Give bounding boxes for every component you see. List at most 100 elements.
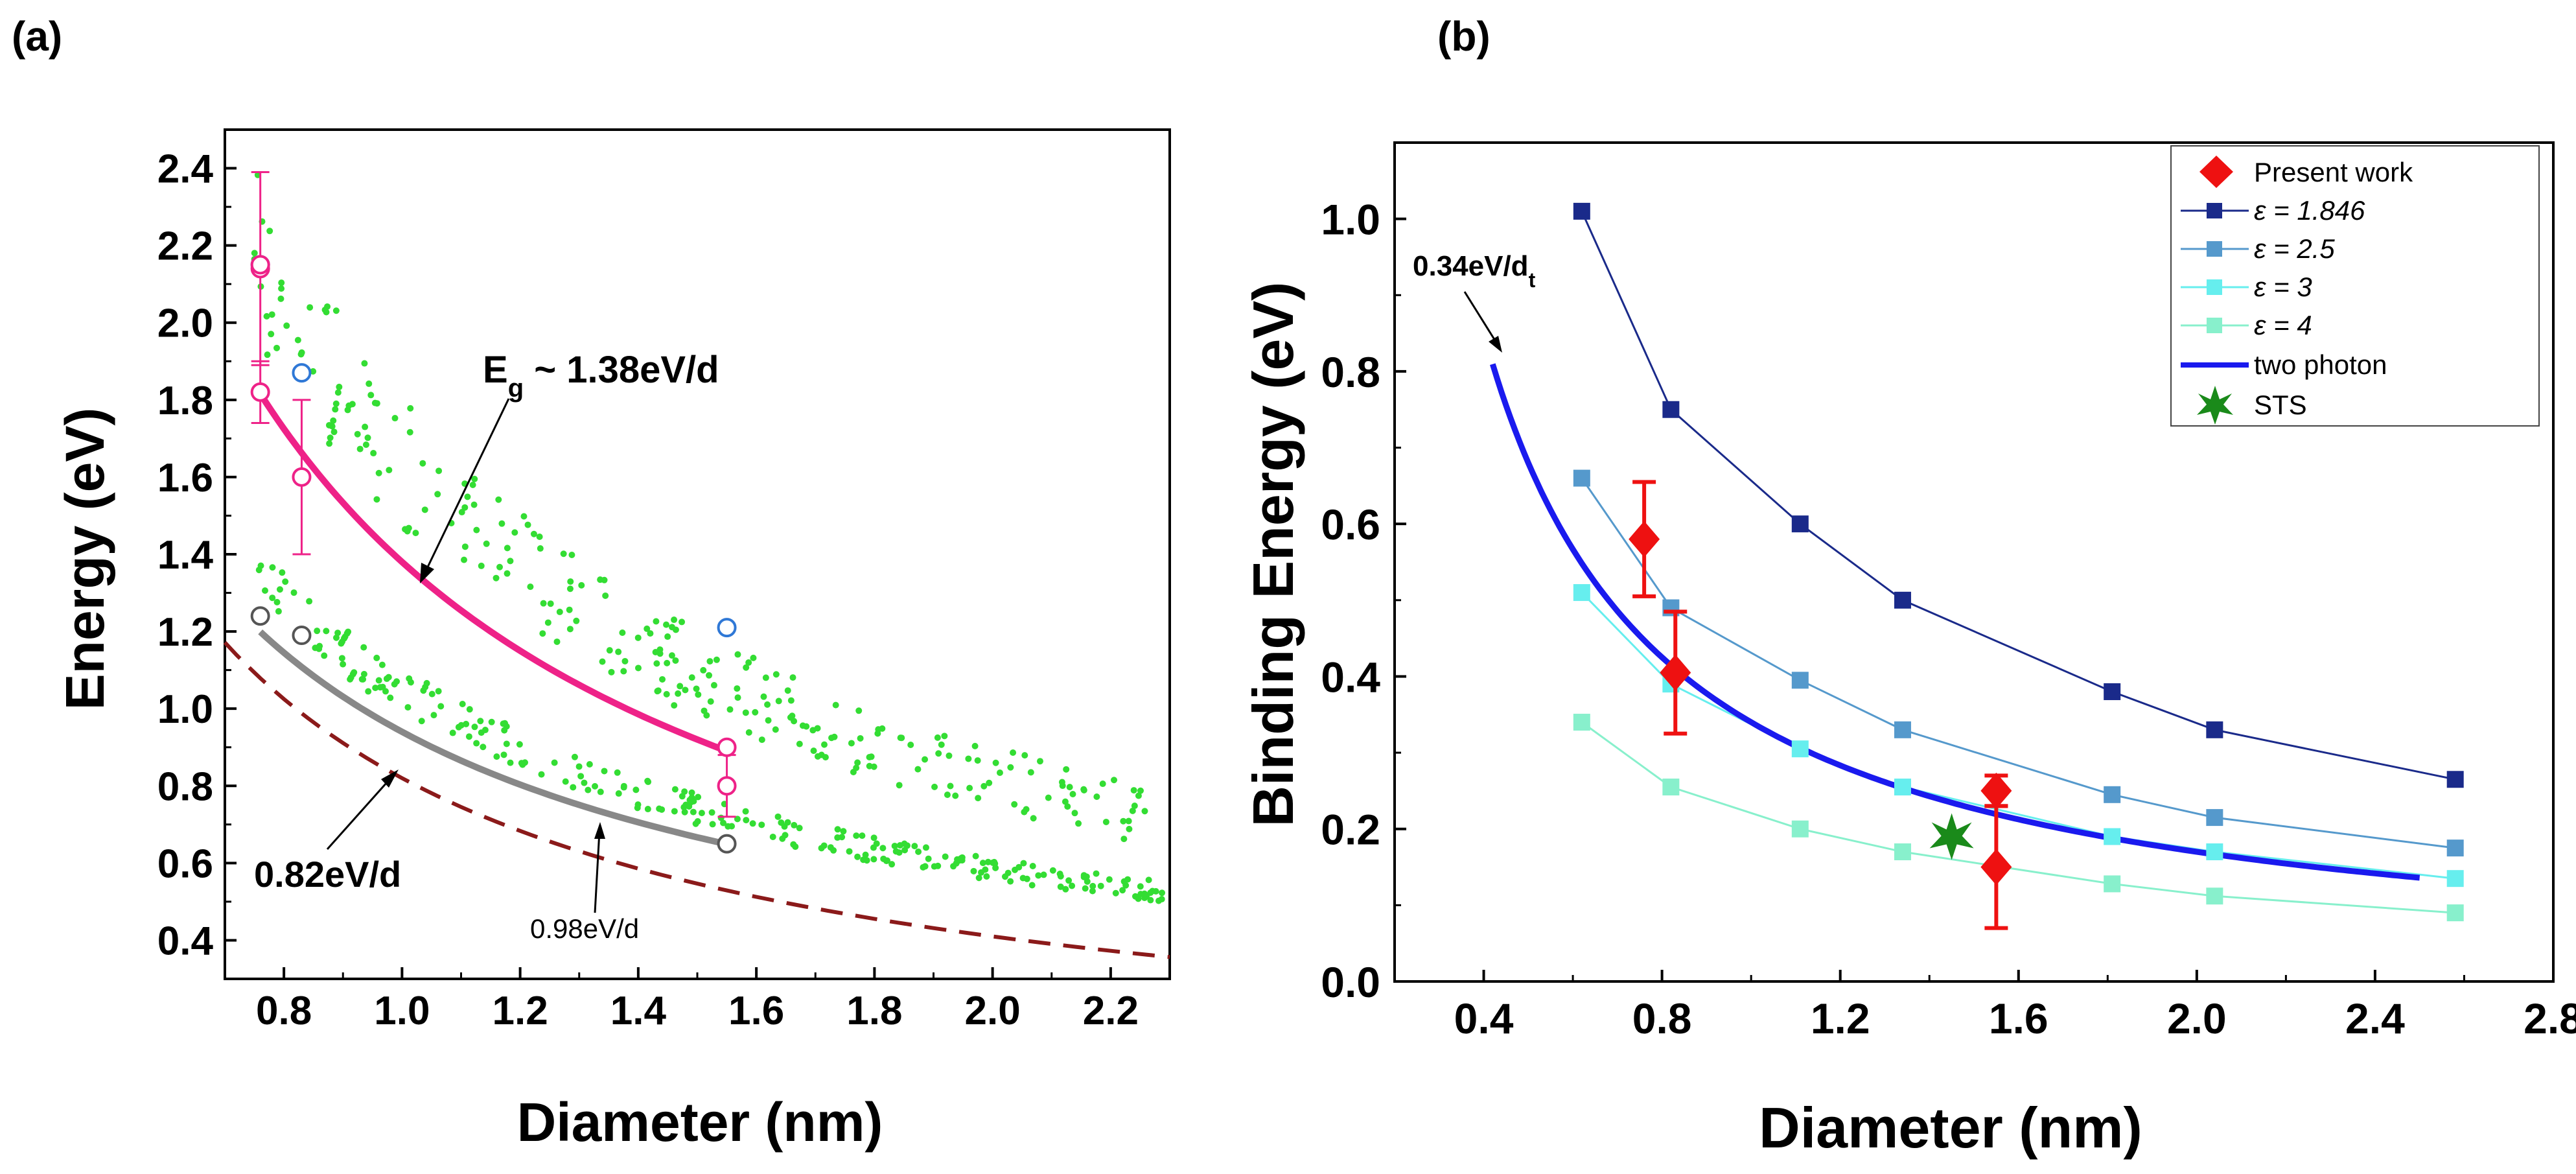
a-green-lower-dot xyxy=(449,729,456,736)
a-green-lower-dot xyxy=(1122,882,1130,889)
a-green-upper-dot xyxy=(386,467,393,474)
a-green-lower-dot xyxy=(273,598,281,605)
annot-eg-sub: g xyxy=(508,374,524,403)
b-eps-line-1 xyxy=(1581,477,2455,849)
a-green-upper-dot xyxy=(952,792,959,799)
a-green-lower-dot xyxy=(465,733,472,740)
legend-eps1846-marker xyxy=(2207,203,2222,218)
a-green-lower-dot xyxy=(488,718,495,725)
a-green-upper-dot xyxy=(470,501,478,508)
a-pink-point xyxy=(250,382,270,402)
a-green-lower-dot xyxy=(790,841,797,848)
a-green-upper-dot xyxy=(760,693,767,700)
a-green-upper-dot xyxy=(1080,786,1087,793)
a-y-tick-label: 1.0 xyxy=(157,687,213,732)
a-green-upper-dot xyxy=(745,659,752,666)
legend-present-work-label: Present work xyxy=(2254,157,2413,187)
a-green-upper-dot xyxy=(820,741,828,748)
a-green-upper-dot xyxy=(971,742,979,749)
a-green-lower-dot xyxy=(1040,871,1047,878)
a-green-upper-dot xyxy=(412,530,419,537)
a-green-upper-dot xyxy=(1011,801,1018,808)
a-green-upper-dot xyxy=(850,768,857,775)
a-green-upper-dot xyxy=(294,336,301,344)
a-green-upper-dot xyxy=(870,763,877,770)
legend-eps25-marker xyxy=(2207,241,2222,257)
a-green-upper-dot xyxy=(664,659,671,666)
b-y-tick-label: 0.4 xyxy=(1321,653,1380,701)
a-green-lower-dot xyxy=(551,759,558,766)
a-green-lower-dot xyxy=(522,759,529,766)
a-green-upper-dot xyxy=(619,629,626,637)
b-eps-marker-0 xyxy=(1894,591,1911,609)
panel-a-082-arrowhead xyxy=(381,769,399,788)
a-green-upper-dot xyxy=(530,530,537,537)
a-green-upper-dot xyxy=(547,600,554,607)
a-green-lower-dot xyxy=(516,741,523,748)
a-green-upper-dot xyxy=(277,295,284,302)
legend-sts-star-icon xyxy=(2197,386,2233,425)
a-green-upper-dot xyxy=(608,668,615,675)
a-gray-fit-curve xyxy=(258,629,728,848)
a-green-upper-dot xyxy=(784,687,791,694)
a-green-upper-dot xyxy=(1120,836,1128,843)
a-green-upper-dot xyxy=(713,656,720,663)
panel-b-034-arrow xyxy=(1463,291,1498,344)
a-green-upper-dot xyxy=(1141,808,1148,815)
legend-eps3-marker xyxy=(2207,279,2222,295)
a-y-tick-label: 0.8 xyxy=(157,764,213,809)
panel-a-x-axis-title: Diameter (nm) xyxy=(517,1092,883,1153)
b-y-tick-label: 1.0 xyxy=(1321,196,1380,244)
a-green-upper-dot xyxy=(325,421,332,429)
a-green-lower-dot xyxy=(1049,867,1056,874)
a-green-upper-dot xyxy=(734,651,741,658)
legend-eps25-label: ε = 2.5 xyxy=(2254,233,2335,264)
a-green-lower-dot xyxy=(1159,889,1166,897)
a-green-lower-dot xyxy=(383,675,390,683)
a-green-upper-dot xyxy=(407,405,414,412)
a-green-lower-dot xyxy=(1029,862,1036,869)
a-green-upper-dot xyxy=(814,725,821,732)
a-green-upper-dot xyxy=(471,475,478,482)
a-green-upper-dot xyxy=(1027,769,1034,776)
a-green-lower-dot xyxy=(406,675,413,682)
a-green-lower-dot xyxy=(901,847,909,854)
a-green-upper-dot xyxy=(1007,764,1014,771)
a-green-lower-dot xyxy=(1001,873,1008,880)
a-green-upper-dot xyxy=(935,750,942,757)
a-green-lower-dot xyxy=(774,813,782,820)
a-green-upper-dot xyxy=(567,578,574,585)
b-sts-star-icon xyxy=(1929,813,1974,860)
a-dashed-curve xyxy=(223,641,1170,959)
a-green-lower-dot xyxy=(502,720,509,727)
a-green-lower-dot xyxy=(1137,891,1144,898)
b-x-tick-label: 1.2 xyxy=(1811,994,1870,1042)
a-green-lower-dot xyxy=(393,678,400,685)
a-green-upper-dot xyxy=(1099,781,1106,788)
a-green-upper-dot xyxy=(787,697,795,704)
a-green-lower-dot xyxy=(1012,866,1019,873)
a-green-upper-dot xyxy=(597,576,604,583)
a-green-lower-dot xyxy=(503,740,510,747)
a-y-tick-label: 1.4 xyxy=(157,533,214,578)
a-gray-point xyxy=(292,626,312,646)
a-green-upper-dot xyxy=(672,626,679,633)
a-y-tick-label: 1.8 xyxy=(157,379,213,423)
a-green-lower-dot xyxy=(279,569,286,576)
a-green-upper-dot xyxy=(734,694,741,701)
a-green-upper-dot xyxy=(539,630,546,637)
a-green-upper-dot xyxy=(986,779,993,786)
a-green-lower-dot xyxy=(581,779,588,786)
a-green-upper-dot xyxy=(693,685,700,692)
a-green-lower-dot xyxy=(1028,882,1036,889)
a-green-upper-dot xyxy=(560,550,567,558)
b-eps-marker-1 xyxy=(2104,786,2121,803)
a-green-upper-dot xyxy=(606,647,613,654)
a-green-upper-dot xyxy=(1021,752,1028,759)
a-y-tick-label: 1.6 xyxy=(157,456,213,500)
b-y-tick-label: 0.2 xyxy=(1321,806,1380,854)
a-green-upper-dot xyxy=(435,467,443,475)
a-green-lower-dot xyxy=(1007,878,1014,885)
a-green-lower-dot xyxy=(435,688,442,695)
